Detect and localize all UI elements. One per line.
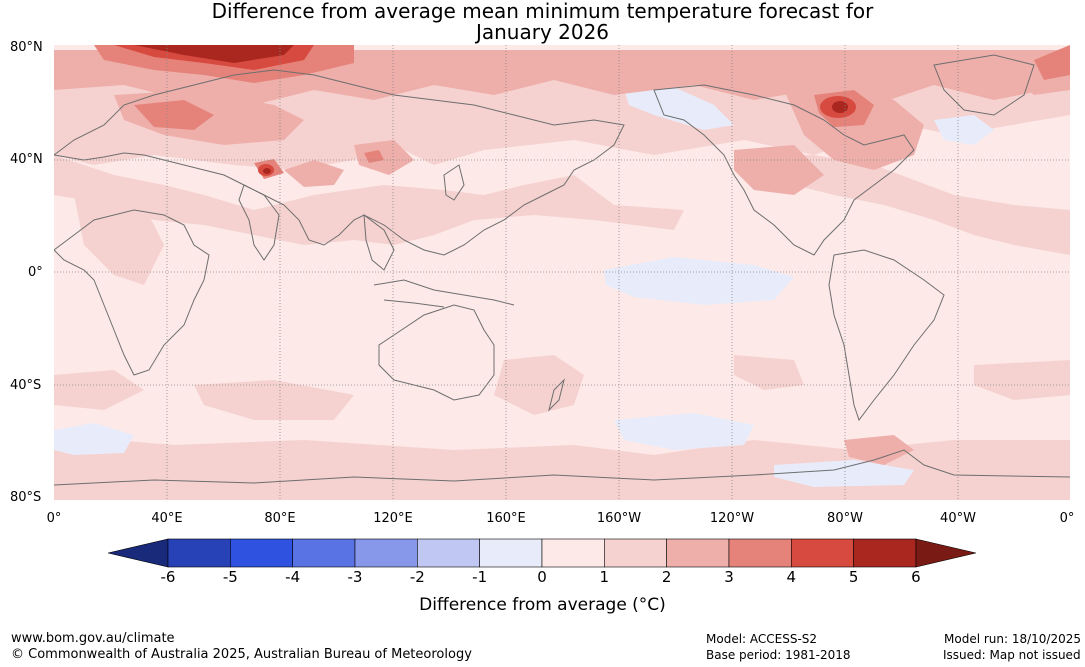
colorbar-tick-label: 5 (848, 568, 859, 586)
colorbar-tick-label: 1 (599, 568, 610, 586)
colorbar-tick-label: -1 (472, 568, 488, 586)
lon-label-120w: 120°W (709, 511, 755, 526)
lon-label-160e: 160°E (486, 511, 526, 526)
map-title-line1: Difference from average mean minimum tem… (211, 0, 874, 23)
colorbar-tick-label: -3 (347, 568, 363, 586)
colorbar-tick-label: 0 (537, 568, 547, 586)
colorbar-swatch (604, 538, 667, 568)
colorbar-label: Difference from average (°C) (419, 595, 666, 615)
lon-label-40w: 40°W (940, 511, 976, 526)
lat-label-80s: 80°S (10, 490, 42, 505)
forecast-map (54, 45, 1070, 500)
colorbar-swatch (479, 538, 543, 568)
lon-label-80w: 80°W (827, 511, 863, 526)
coastlines (54, 54, 1070, 486)
map-title-line2: January 2026 (475, 20, 610, 44)
colorbar-swatch (853, 538, 917, 568)
anomaly-minus1-0-regions (54, 87, 994, 487)
colorbar-swatch (541, 538, 605, 568)
colorbar-tick-label: 2 (661, 568, 672, 586)
lat-label-40s: 40°S (10, 378, 42, 393)
lat-label-40n: 40°N (10, 152, 43, 167)
colorbar-tick-label: 3 (724, 568, 734, 586)
graticule (54, 45, 1070, 500)
footer-issued: Issued: Map not issued (943, 648, 1081, 662)
colorbar-tick-label: -5 (222, 568, 238, 586)
colorbar (108, 538, 977, 568)
lon-label-160w: 160°W (596, 511, 642, 526)
lon-label-80e: 80°E (264, 511, 296, 526)
footer-model: Model: ACCESS-S2 (706, 632, 818, 646)
colorbar-extend-low (108, 538, 169, 568)
colorbar-extend-high (915, 538, 977, 568)
lon-label-0-right: 0° (1059, 511, 1075, 526)
colorbar-swatch (790, 538, 854, 568)
colorbar-swatch (666, 538, 730, 568)
anomaly-5-6-regions (134, 45, 848, 174)
colorbar-tick-label: -6 (160, 568, 176, 586)
colorbar-tick-label: -4 (285, 568, 301, 586)
colorbar-swatch (292, 538, 356, 568)
footer-base-period: Base period: 1981-2018 (706, 648, 851, 662)
lat-label-80n: 80°N (10, 40, 43, 55)
colorbar-swatch (728, 538, 792, 568)
lon-label-40e: 40°E (151, 511, 183, 526)
colorbar-swatch (354, 538, 418, 568)
colorbar-swatch (167, 538, 231, 568)
colorbar-tick-label: 4 (786, 568, 797, 586)
lon-label-0-left: 0° (46, 511, 62, 526)
colorbar-tick-label: -2 (409, 568, 425, 586)
colorbar-swatch (230, 538, 293, 568)
footer-copyright: © Commonwealth of Australia 2025, Austra… (11, 647, 472, 662)
lon-label-120e: 120°E (373, 511, 413, 526)
lat-label-0: 0° (28, 265, 43, 280)
footer-model-run: Model run: 18/10/2025 (944, 632, 1082, 646)
footer-site: www.bom.gov.au/climate (11, 631, 175, 646)
colorbar-swatch (417, 538, 480, 568)
colorbar-tick-label: 6 (911, 568, 921, 586)
